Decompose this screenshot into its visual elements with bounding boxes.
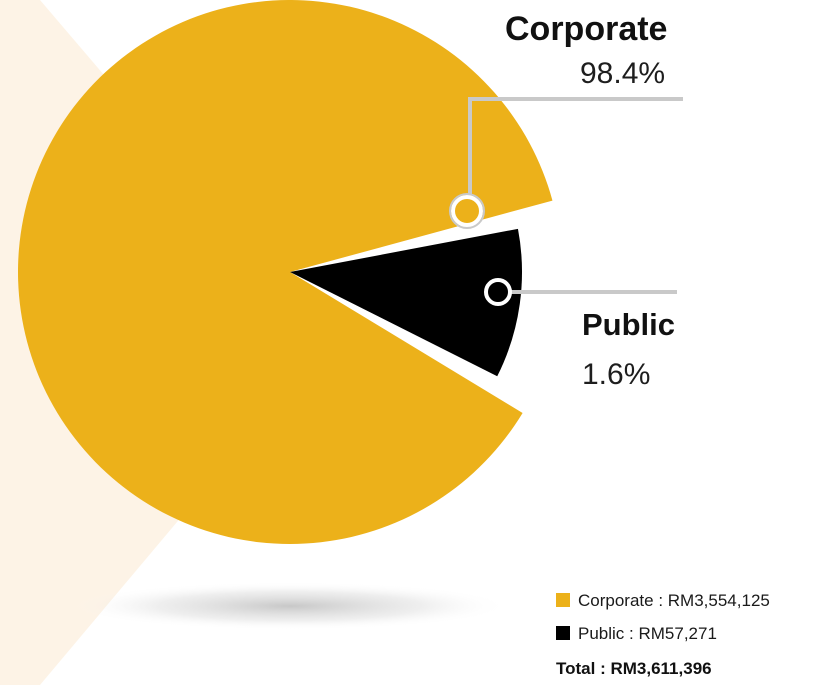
legend-label-public: Public : RM57,271 xyxy=(578,624,717,643)
pie-shadow xyxy=(70,582,510,630)
leader-marker-corporate xyxy=(451,195,483,227)
slice-percent-corporate: 98.4% xyxy=(580,57,665,90)
legend-label-corporate: Corporate : RM3,554,125 xyxy=(578,591,770,610)
legend-total: Total : RM3,611,396 xyxy=(556,659,712,678)
legend-swatch-corporate xyxy=(556,593,570,607)
leader-marker-public xyxy=(484,278,512,306)
legend: Corporate : RM3,554,125 Public : RM57,27… xyxy=(556,591,770,678)
slice-label-corporate: Corporate xyxy=(505,10,667,48)
leader-line-corporate xyxy=(468,97,683,216)
leader-marker-corporate-ring xyxy=(449,193,485,229)
slice-percent-public: 1.6% xyxy=(582,358,650,391)
slice-label-public: Public xyxy=(582,307,675,342)
pie-slice-corporate xyxy=(18,0,553,544)
pie-slice-public xyxy=(290,228,522,377)
legend-swatch-public xyxy=(556,626,570,640)
